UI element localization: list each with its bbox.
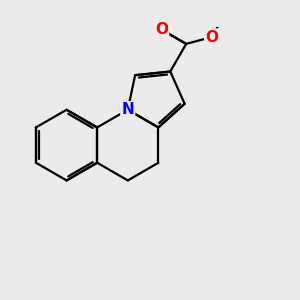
Text: O: O <box>205 30 218 45</box>
Text: N: N <box>122 102 134 117</box>
Text: O: O <box>155 22 168 37</box>
